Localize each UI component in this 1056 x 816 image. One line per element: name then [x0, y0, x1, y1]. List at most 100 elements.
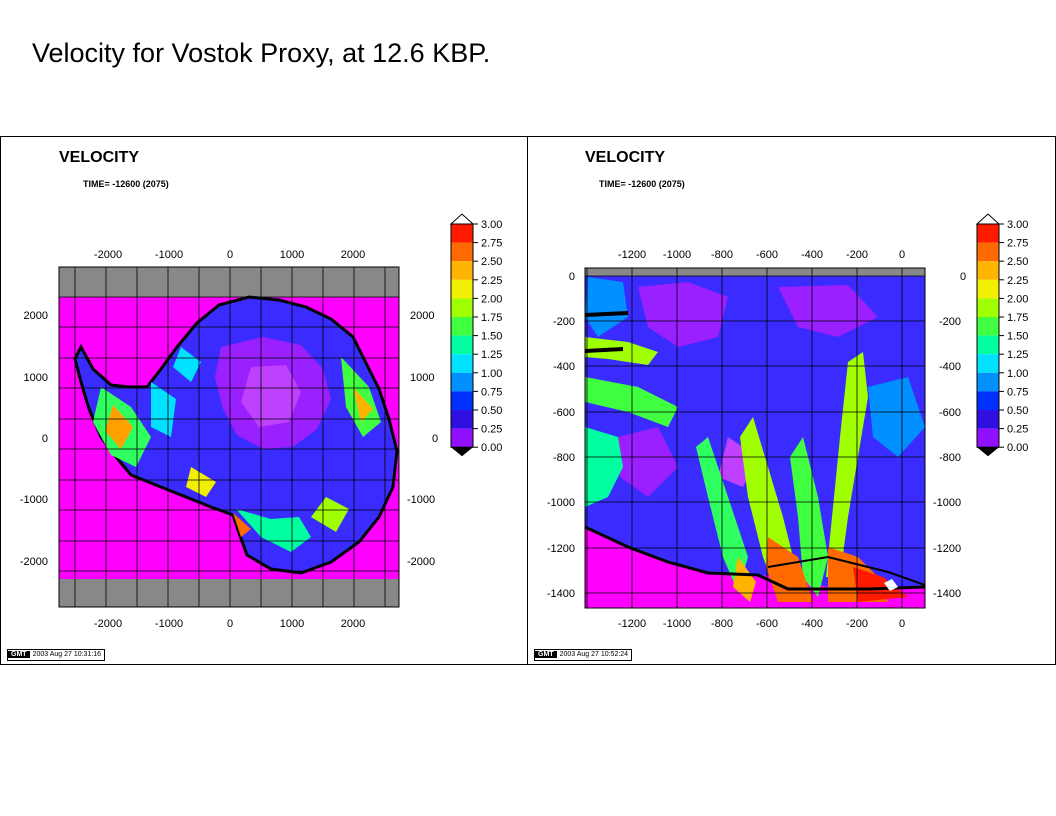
- x-tick-bottom: -400: [801, 618, 823, 630]
- x-tick-bottom: -1000: [155, 618, 183, 630]
- y-tick-left: 1000: [24, 372, 48, 384]
- colorbar-tick-label: 2.00: [481, 293, 502, 305]
- y-tick-left: -800: [553, 452, 575, 464]
- colorbar-band: [451, 298, 473, 317]
- x-tick-top: -1000: [663, 249, 691, 261]
- x-tick-top: -200: [846, 249, 868, 261]
- y-tick-right: -2000: [407, 556, 435, 568]
- x-tick-top: -1200: [618, 249, 646, 261]
- y-tick-right: -1000: [933, 497, 961, 509]
- velocity-panel-antarctica: VELOCITY TIME= -12600 (2075): [0, 136, 528, 665]
- colorbar-underflow-arrow: [451, 447, 473, 457]
- colorbar-tick-label: 0.50: [481, 405, 502, 417]
- y-tick-left: 0: [569, 271, 575, 283]
- x-tick-top: 2000: [341, 249, 365, 261]
- colorbar-tick-label: 2.50: [481, 256, 502, 268]
- y-tick-right: -800: [939, 452, 961, 464]
- velocity-map-vostok: -1200 -1000 -800 -600 -400 -200 0 -1200 …: [547, 213, 1028, 630]
- x-tick-bottom: -1200: [618, 618, 646, 630]
- colorbar-tick-label: 0.00: [481, 442, 502, 454]
- colorbar-band: [977, 279, 999, 299]
- y-tick-right: -400: [939, 361, 961, 373]
- x-tick-top: 0: [227, 249, 233, 261]
- colorbar-tick-label: 2.25: [1007, 275, 1028, 287]
- x-tick-top: -1000: [155, 249, 183, 261]
- colorbar-band: [977, 224, 999, 243]
- colorbar-band: [451, 335, 473, 355]
- colorbar-band: [451, 224, 473, 243]
- colorbar-tick-label: 0.25: [1007, 424, 1028, 436]
- panel-time-label: TIME= -12600 (2075): [83, 179, 169, 189]
- colorbar: 3.00 2.75 2.50 2.25 2.00 1.75 1.50 1.25 1.00 0.75…: [975, 213, 1028, 457]
- y-tick-right: 0: [432, 433, 438, 445]
- colorbar-band: [977, 410, 999, 429]
- x-tick-top: -600: [756, 249, 778, 261]
- colorbar-tick-label: 0.75: [481, 386, 502, 398]
- x-tick-top: -2000: [94, 249, 122, 261]
- colorbar-tick-label: 1.75: [1007, 312, 1028, 324]
- colorbar-band: [977, 391, 999, 410]
- x-tick-bottom: -1000: [663, 618, 691, 630]
- y-tick-left: 0: [42, 433, 48, 445]
- velocity-map-antarctica: -2000 -1000 0 1000 2000 -2000 -1000 0 10…: [20, 213, 502, 630]
- colorbar-tick-label: 2.50: [1007, 256, 1028, 268]
- colorbar-tick-label: 0.50: [1007, 405, 1028, 417]
- y-tick-right: 2000: [410, 310, 434, 322]
- y-tick-left: -1000: [547, 497, 575, 509]
- colorbar-band: [977, 317, 999, 336]
- panel-time-label: TIME= -12600 (2075): [599, 179, 685, 189]
- colorbar-band: [977, 298, 999, 317]
- y-tick-left: -200: [553, 316, 575, 328]
- velocity-panel-vostok-region: VELOCITY TIME= -12600 (2075): [527, 136, 1056, 665]
- x-tick-top: 1000: [280, 249, 304, 261]
- colorbar-band: [977, 428, 999, 448]
- colorbar-band: [977, 354, 999, 373]
- colorbar-tick-label: 0.25: [481, 424, 502, 436]
- x-tick-top: -800: [711, 249, 733, 261]
- x-tick-bottom: -600: [756, 618, 778, 630]
- colorbar-band: [451, 242, 473, 262]
- y-tick-left: -1400: [547, 588, 575, 600]
- colorbar-band: [451, 354, 473, 373]
- colorbar-band: [451, 428, 473, 448]
- x-tick-bottom: -800: [711, 618, 733, 630]
- y-tick-right: -200: [939, 316, 961, 328]
- gmt-timestamp: GMT 2003 Aug 27 10:31:16: [7, 649, 106, 661]
- colorbar-overflow-arrow: [449, 213, 475, 225]
- colorbar-band: [451, 391, 473, 410]
- y-tick-left: -600: [553, 407, 575, 419]
- colorbar-tick-label: 2.25: [481, 275, 502, 287]
- y-tick-left: -1200: [547, 543, 575, 555]
- colorbar-band: [451, 372, 473, 392]
- y-tick-right: -1400: [933, 588, 961, 600]
- y-tick-right: 0: [960, 271, 966, 283]
- x-tick-bottom: 2000: [341, 618, 365, 630]
- colorbar: 3.00 2.75 2.50 2.25 2.00 1.75 1.50 1.25 1.00 0.75…: [449, 213, 502, 457]
- y-tick-left: 2000: [24, 310, 48, 322]
- y-tick-left: -1000: [20, 494, 48, 506]
- colorbar-band: [977, 242, 999, 262]
- colorbar-band: [451, 410, 473, 429]
- colorbar-tick-label: 0.75: [1007, 386, 1028, 398]
- y-tick-right: 1000: [410, 372, 434, 384]
- colorbar-underflow-arrow: [977, 447, 999, 457]
- colorbar-band: [451, 317, 473, 336]
- y-tick-right: -1000: [407, 494, 435, 506]
- panel-title: VELOCITY: [585, 149, 666, 166]
- y-tick-right: -1200: [933, 543, 961, 555]
- panel-title: VELOCITY: [59, 149, 140, 166]
- colorbar-band: [451, 261, 473, 280]
- x-tick-top: 0: [899, 249, 905, 261]
- colorbar-tick-label: 1.75: [481, 312, 502, 324]
- x-tick-bottom: -2000: [94, 618, 122, 630]
- y-tick-left: -400: [553, 361, 575, 373]
- colorbar-tick-label: 1.25: [1007, 349, 1028, 361]
- colorbar-tick-label: 3.00: [1007, 219, 1028, 231]
- colorbar-tick-label: 2.75: [1007, 238, 1028, 250]
- colorbar-tick-label: 0.00: [1007, 442, 1028, 454]
- colorbar-band: [977, 335, 999, 355]
- x-tick-bottom: 0: [899, 618, 905, 630]
- y-tick-left: -2000: [20, 556, 48, 568]
- colorbar-tick-label: 3.00: [481, 219, 502, 231]
- colorbar-tick-label: 1.00: [481, 368, 502, 380]
